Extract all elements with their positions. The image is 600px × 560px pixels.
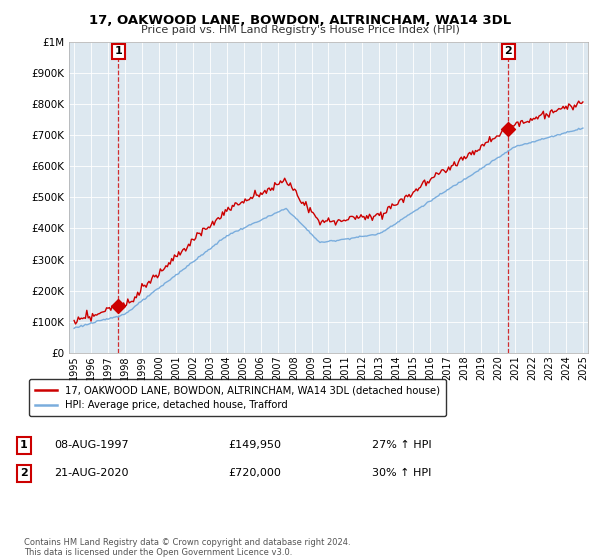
Text: Contains HM Land Registry data © Crown copyright and database right 2024.
This d: Contains HM Land Registry data © Crown c… — [24, 538, 350, 557]
Text: 27% ↑ HPI: 27% ↑ HPI — [372, 440, 431, 450]
Text: 17, OAKWOOD LANE, BOWDON, ALTRINCHAM, WA14 3DL: 17, OAKWOOD LANE, BOWDON, ALTRINCHAM, WA… — [89, 14, 511, 27]
Text: 2: 2 — [505, 46, 512, 57]
Text: 2: 2 — [20, 468, 28, 478]
Text: Price paid vs. HM Land Registry's House Price Index (HPI): Price paid vs. HM Land Registry's House … — [140, 25, 460, 35]
Text: 30% ↑ HPI: 30% ↑ HPI — [372, 468, 431, 478]
Text: £720,000: £720,000 — [228, 468, 281, 478]
Point — [113, 302, 123, 311]
Text: 21-AUG-2020: 21-AUG-2020 — [54, 468, 128, 478]
Legend: 17, OAKWOOD LANE, BOWDON, ALTRINCHAM, WA14 3DL (detached house), HPI: Average pr: 17, OAKWOOD LANE, BOWDON, ALTRINCHAM, WA… — [29, 379, 446, 416]
Text: 08-AUG-1997: 08-AUG-1997 — [54, 440, 128, 450]
Text: 1: 1 — [115, 46, 122, 57]
Point — [503, 124, 513, 133]
Text: £149,950: £149,950 — [228, 440, 281, 450]
Text: 1: 1 — [20, 440, 28, 450]
